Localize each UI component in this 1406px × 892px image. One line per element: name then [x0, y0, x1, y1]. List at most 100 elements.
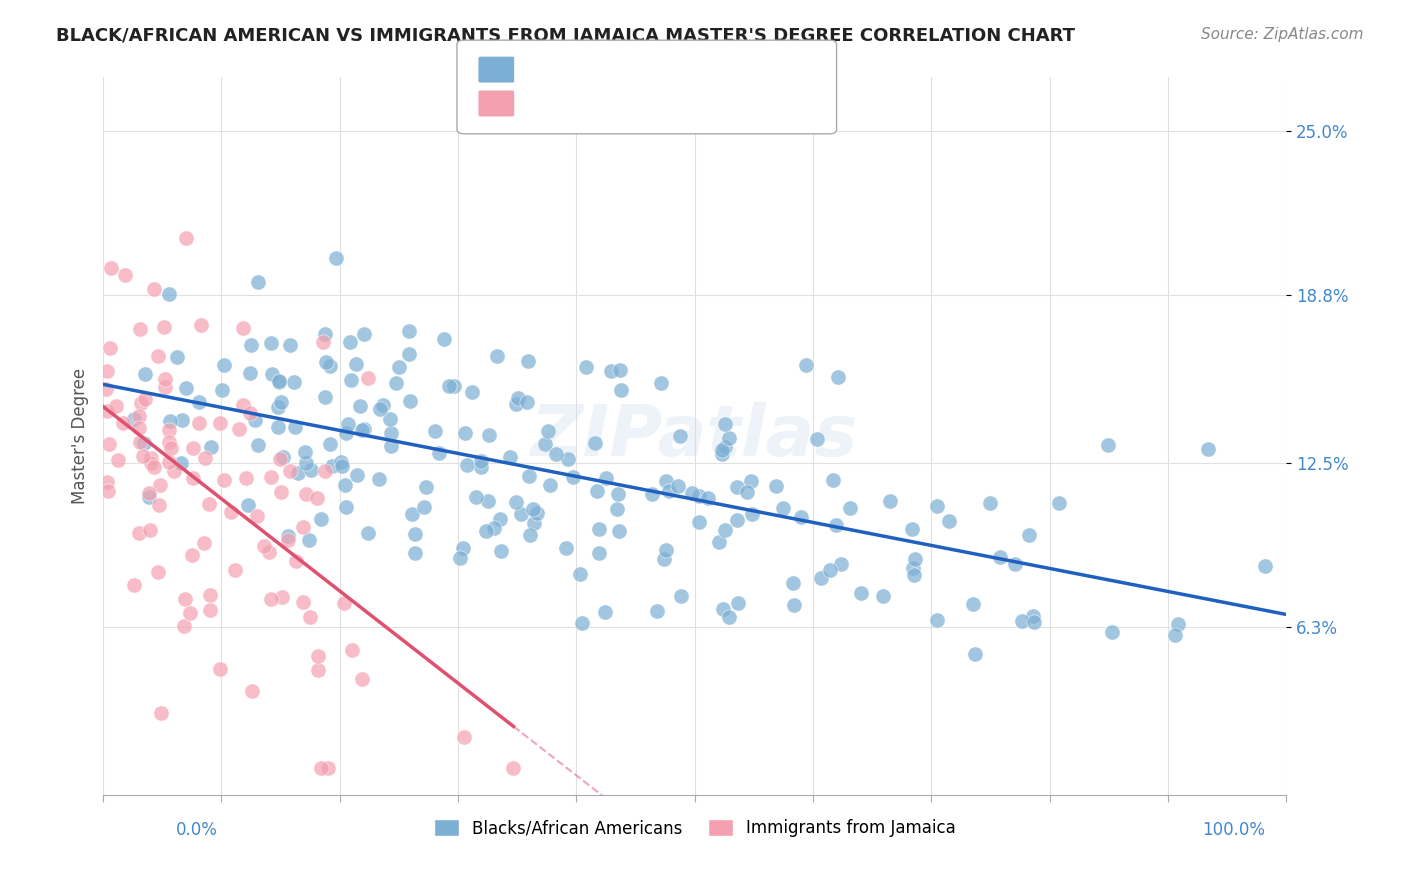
Point — [588, 547, 610, 561]
Point — [818, 563, 841, 577]
Point — [170, 456, 193, 470]
Point — [453, 731, 475, 745]
Point — [568, 567, 591, 582]
Point — [159, 414, 181, 428]
Point — [187, 416, 209, 430]
Point — [735, 484, 758, 499]
Point — [385, 376, 408, 391]
Point — [280, 464, 302, 478]
Point — [294, 445, 316, 459]
Point — [825, 517, 848, 532]
Point — [330, 458, 353, 473]
Point — [669, 589, 692, 603]
Point — [143, 460, 166, 475]
Point — [356, 525, 378, 540]
Point — [526, 506, 548, 520]
Point — [138, 486, 160, 500]
Point — [340, 642, 363, 657]
Point — [404, 527, 426, 541]
Point — [461, 384, 484, 399]
Point — [872, 589, 894, 603]
Point — [965, 647, 987, 661]
Point — [228, 422, 250, 436]
Point — [269, 375, 291, 389]
Point — [157, 455, 180, 469]
Point — [307, 649, 329, 664]
Point — [314, 327, 336, 342]
Point — [482, 520, 505, 534]
Point — [1254, 559, 1277, 574]
Point — [839, 500, 862, 515]
Point — [1011, 615, 1033, 629]
Point — [319, 436, 342, 450]
Point — [962, 598, 984, 612]
Point — [404, 546, 426, 560]
Point — [176, 381, 198, 395]
Point — [903, 567, 925, 582]
Point — [710, 446, 733, 460]
Point — [437, 379, 460, 393]
Point — [575, 359, 598, 374]
Point — [294, 456, 316, 470]
Point — [97, 483, 120, 498]
Point — [340, 374, 363, 388]
Point — [371, 398, 394, 412]
Point — [904, 551, 927, 566]
Point — [267, 419, 290, 434]
Point — [295, 486, 318, 500]
Point — [1022, 609, 1045, 624]
Point — [337, 417, 360, 432]
Point — [605, 501, 627, 516]
Point — [96, 364, 118, 378]
Point — [538, 477, 561, 491]
Point — [270, 591, 292, 605]
Point — [586, 483, 609, 498]
Point — [1197, 442, 1219, 456]
Point — [1004, 558, 1026, 572]
Point — [305, 491, 328, 505]
Point — [98, 437, 121, 451]
Point — [449, 550, 471, 565]
Point — [148, 350, 170, 364]
Point — [246, 508, 269, 523]
Point — [287, 466, 309, 480]
Point — [111, 417, 134, 431]
Point — [143, 282, 166, 296]
Point — [499, 450, 522, 464]
Point — [1018, 528, 1040, 542]
Point — [546, 447, 568, 461]
Point — [810, 571, 832, 585]
Point — [688, 516, 710, 530]
Point — [291, 520, 314, 534]
Point — [477, 494, 499, 508]
Point — [725, 513, 748, 527]
Point — [599, 364, 621, 378]
Point — [707, 535, 730, 549]
Point — [316, 761, 339, 775]
Point — [329, 455, 352, 469]
Point — [260, 367, 283, 381]
Point — [666, 479, 689, 493]
Point — [593, 605, 616, 619]
Point — [153, 320, 176, 334]
Y-axis label: Master's Degree: Master's Degree — [72, 368, 89, 504]
Point — [315, 355, 337, 369]
Point — [309, 761, 332, 775]
Point — [380, 440, 402, 454]
Point — [270, 484, 292, 499]
Point — [308, 663, 330, 677]
Point — [139, 524, 162, 538]
Point — [827, 369, 849, 384]
Point — [489, 512, 512, 526]
Point — [200, 441, 222, 455]
Point — [166, 351, 188, 365]
Point — [901, 522, 924, 536]
Point — [1047, 496, 1070, 510]
Point — [925, 500, 948, 514]
Point — [344, 357, 367, 371]
Point — [247, 438, 270, 452]
Point — [314, 390, 336, 404]
Point — [319, 359, 342, 373]
Point — [1167, 617, 1189, 632]
Point — [353, 422, 375, 436]
